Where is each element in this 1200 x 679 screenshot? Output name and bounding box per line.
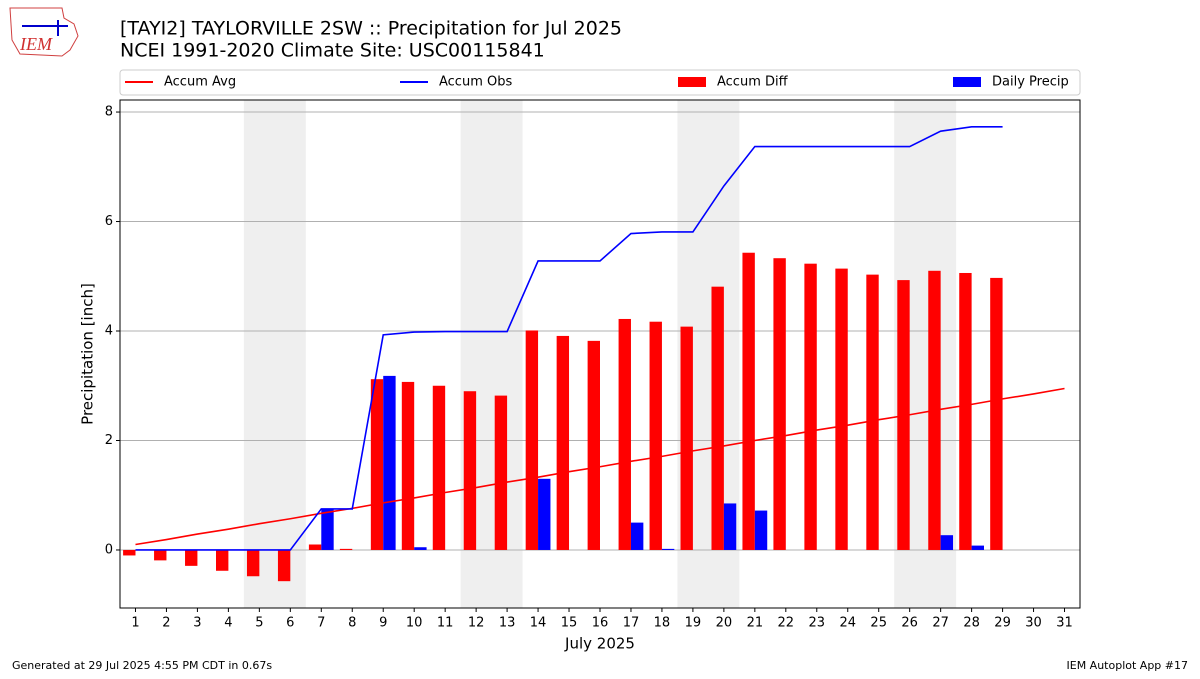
x-tick-label: 11: [437, 616, 454, 631]
bar: [940, 535, 954, 550]
bar: [401, 381, 415, 550]
chart-title: [TAYI2] TAYLORVILLE 2SW :: Precipitation…: [120, 18, 622, 40]
legend-swatch: [953, 77, 981, 87]
bar: [556, 335, 570, 550]
bar: [494, 395, 508, 550]
x-tick-label: 19: [685, 616, 702, 631]
line: [135, 387, 1065, 546]
bar: [661, 548, 675, 550]
bar: [742, 252, 755, 550]
y-tick-label: 6: [105, 214, 113, 229]
x-tick-label: 21: [747, 616, 764, 631]
x-tick-label: 20: [716, 616, 733, 631]
legend-label: Daily Precip: [992, 75, 1069, 90]
bar: [773, 258, 786, 550]
x-tick-label: 8: [348, 616, 356, 631]
y-axis-label: Precipitation [inch]: [79, 283, 97, 425]
footer-right: IEM Autoplot App #17: [1067, 659, 1189, 672]
bar: [370, 379, 384, 550]
bar: [525, 330, 539, 550]
x-tick-label: 25: [870, 616, 887, 631]
legend-box: [119, 69, 1081, 96]
legend-label: Accum Diff: [717, 75, 789, 90]
bar: [754, 510, 768, 550]
x-tick-label: 1: [131, 616, 139, 631]
bar: [680, 326, 693, 550]
bar: [123, 549, 136, 556]
x-tick-label: 10: [406, 616, 423, 631]
y-tick-label: 4: [105, 324, 113, 339]
x-tick-label: 29: [994, 616, 1011, 631]
bar: [246, 549, 260, 577]
x-tick-label: 3: [193, 616, 201, 631]
x-tick-label: 12: [468, 616, 485, 631]
bar: [866, 274, 879, 550]
bar: [432, 385, 446, 550]
bar: [804, 263, 817, 550]
bar: [711, 286, 724, 550]
bar: [414, 547, 427, 550]
x-tick-label: 22: [778, 616, 795, 631]
weekend-shade: [243, 100, 306, 608]
legend-swatch: [678, 77, 706, 87]
x-tick-label: 18: [654, 616, 671, 631]
y-tick-label: 8: [105, 105, 113, 120]
chart-subtitle: NCEI 1991-2020 Climate Site: USC00115841: [120, 40, 545, 62]
legend-label: Accum Obs: [439, 75, 512, 90]
x-tick-label: 24: [839, 616, 856, 631]
x-tick-label: 27: [932, 616, 949, 631]
plot-frame: [119, 99, 1081, 609]
bar: [971, 545, 984, 550]
bar: [959, 272, 972, 550]
x-axis-label: July 2025: [564, 635, 635, 653]
bar: [277, 549, 291, 582]
x-tick-label: 26: [901, 616, 918, 631]
bar: [154, 549, 167, 561]
x-tick-label: 28: [963, 616, 980, 631]
x-tick-label: 30: [1025, 616, 1042, 631]
bar: [383, 375, 396, 550]
y-tick-label: 2: [105, 433, 113, 448]
x-tick-label: 9: [379, 616, 387, 631]
bar: [630, 522, 644, 550]
x-tick-label: 16: [592, 616, 609, 631]
x-tick-label: 13: [499, 616, 516, 631]
bar: [618, 318, 631, 550]
x-tick-label: 17: [623, 616, 640, 631]
x-tick-label: 4: [224, 616, 232, 631]
x-tick-label: 14: [530, 616, 547, 631]
x-tick-label: 6: [286, 616, 294, 631]
bar: [308, 544, 322, 550]
x-tick-label: 23: [809, 616, 826, 631]
footer-left: Generated at 29 Jul 2025 4:55 PM CDT in …: [12, 659, 272, 672]
legend-label: Accum Avg: [164, 75, 236, 90]
bar: [321, 508, 334, 550]
y-tick-label: 0: [105, 542, 113, 557]
bar: [185, 549, 198, 566]
bar: [723, 503, 737, 550]
bar: [538, 478, 551, 550]
x-tick-label: 2: [162, 616, 170, 631]
x-tick-label: 7: [317, 616, 325, 631]
bar: [835, 268, 848, 550]
logo: IEM: [9, 7, 79, 57]
logo-text: IEM: [19, 34, 53, 54]
bar: [216, 549, 229, 571]
x-tick-label: 15: [561, 616, 578, 631]
line: [135, 126, 1003, 551]
x-tick-label: 31: [1056, 616, 1073, 631]
bar: [990, 277, 1003, 550]
bar: [463, 391, 477, 550]
bar: [587, 340, 600, 550]
x-tick-label: 5: [255, 616, 263, 631]
bar: [649, 321, 662, 550]
bar: [339, 548, 353, 550]
